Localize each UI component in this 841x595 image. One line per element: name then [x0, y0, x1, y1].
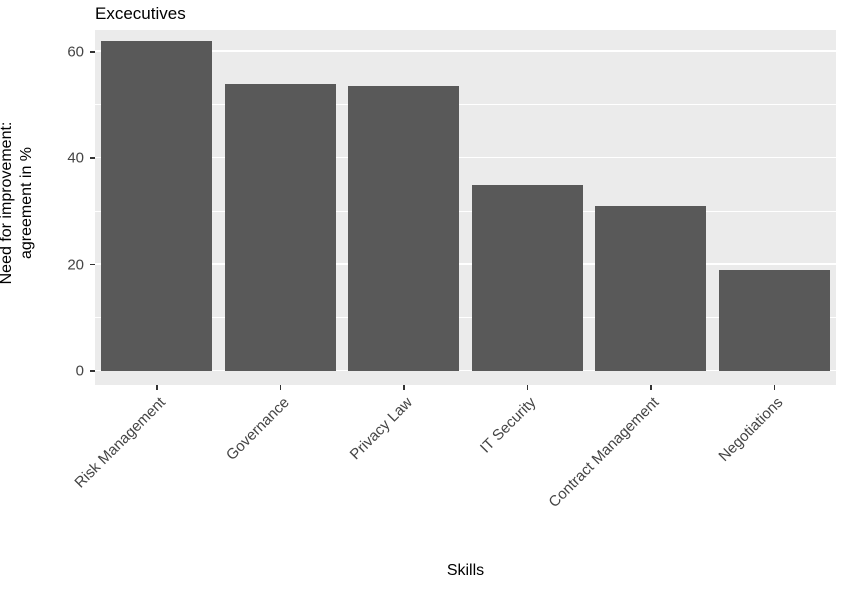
y-tick-mark: [90, 157, 95, 159]
x-tick-mark: [526, 385, 528, 390]
gridline: [95, 210, 836, 212]
gridline: [95, 369, 836, 371]
gridline: [95, 317, 836, 318]
plot-panel: [95, 30, 836, 385]
x-tick-label: IT Security: [476, 394, 540, 457]
gridline: [95, 104, 836, 105]
x-tick-label: Governance: [222, 394, 293, 464]
y-tick-mark: [90, 51, 95, 53]
x-axis-title: Skills: [446, 562, 485, 579]
x-tick-mark: [403, 385, 405, 390]
bar-negotiations: [718, 269, 830, 371]
y-axis-title-text: Need for improvement: agreement in %: [0, 121, 35, 285]
x-tick-label: Negotiations: [715, 394, 787, 465]
y-tick-label: 60: [67, 43, 84, 61]
x-tick-label: Contract Management: [545, 394, 663, 511]
bar-contract-management: [595, 206, 707, 371]
x-tick-mark: [773, 385, 775, 390]
gridline: [95, 50, 836, 52]
chart-title: Excecutives: [95, 4, 186, 23]
x-tick-mark: [650, 385, 652, 390]
y-tick-label: 20: [67, 256, 84, 274]
bar-it-security: [471, 184, 583, 371]
bar-privacy-law: [348, 86, 460, 371]
y-tick-mark: [90, 370, 95, 372]
gridline: [95, 156, 836, 159]
y-tick-mark: [90, 263, 95, 266]
y-tick-label: 0: [75, 362, 84, 380]
y-tick-label: 40: [67, 149, 84, 167]
gridline: [95, 263, 836, 265]
x-tick-mark: [279, 385, 281, 390]
bar-risk-management: [101, 41, 213, 371]
x-tick-mark: [156, 385, 158, 390]
bar-governance: [224, 83, 336, 371]
x-tick-label: Privacy Law: [346, 394, 416, 464]
x-tick-label: Risk Management: [71, 394, 169, 492]
x-axis-labels: Risk Management Governance Privacy Law IT S…: [71, 394, 836, 554]
